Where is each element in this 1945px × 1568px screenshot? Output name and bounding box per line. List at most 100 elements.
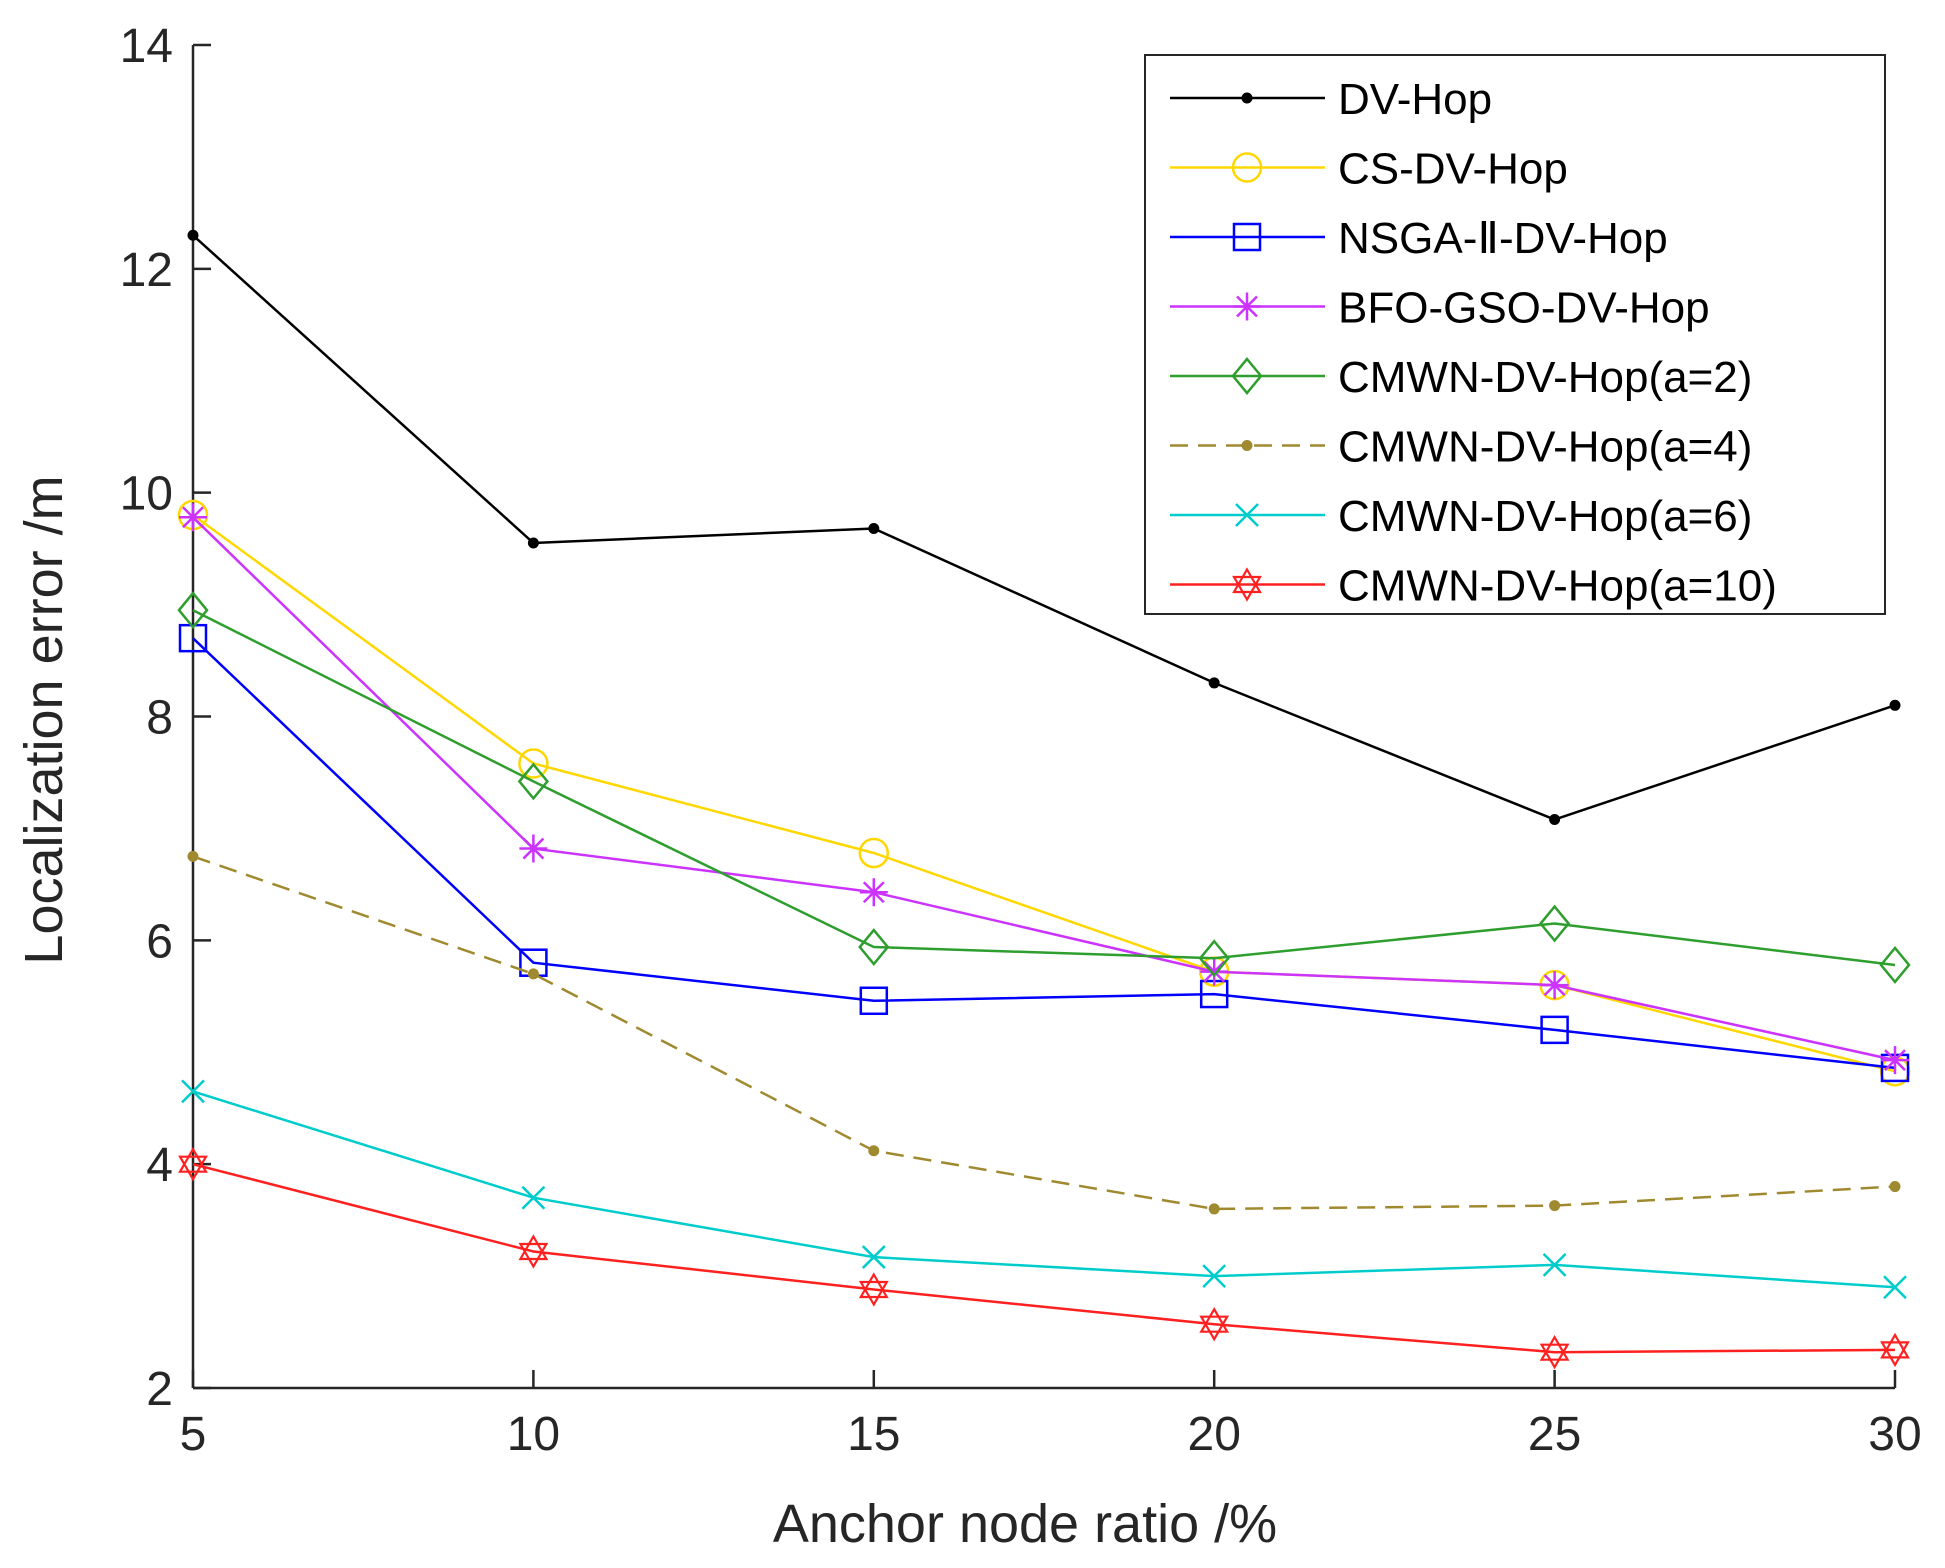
data-point-cmwn-dv-hop-a-6 [1202,1264,1227,1288]
series-cmwn-dv-hop-a-6 [181,1079,1907,1300]
data-point-cmwn-dv-hop-a-10 [178,1147,208,1182]
y-tick-label: 2 [146,1363,173,1416]
legend-label: NSGA-Ⅱ-DV-Hop [1338,214,1668,263]
data-point-cmwn-dv-hop-a-10 [1880,1332,1910,1368]
series-line-cs-dv-hop [192,513,1896,1073]
y-tick-label: 6 [146,915,173,968]
legend-label: CMWN-DV-Hop(a=4) [1338,423,1752,472]
legend-marker [1241,440,1253,451]
x-tick-label: 5 [180,1408,207,1461]
legend-label: DV-Hop [1338,75,1492,124]
series-line-dv-hop [192,234,1896,821]
series-line-bfo-gso-dv-hop [192,516,1896,1062]
data-point-bfo-gso-dv-hop [179,503,207,532]
data-point-cmwn-dv-hop-a-6 [861,1245,886,1269]
series-dv-hop [187,229,1901,825]
legend-marker [1233,292,1261,321]
legend-marker [1235,503,1259,527]
data-point-cmwn-dv-hop-a-10 [1199,1307,1230,1342]
legend: DV-Hop CS-DV-Hop NSGA-Ⅱ-DV-Hop BFO-GSO-DV-H… [1144,54,1886,615]
legend-label: CMWN-DV-Hop(a=2) [1338,353,1752,402]
y-tick-label: 4 [146,1139,173,1192]
legend-entry-cmwn-dv-hop-a-10: CMWN-DV-Hop(a=10) [1170,562,1777,611]
x-tick-label: 15 [847,1408,900,1461]
data-point-nsga-dv-hop [859,986,889,1016]
data-point-cmwn-dv-hop-a-4 [868,1145,880,1157]
axes: 5 10 15 20 25 30 2 4 6 8 10 12 14 [120,20,1922,1461]
x-axis-label: Anchor node ratio /% [773,1494,1277,1554]
series-cmwn-dv-hop-a-10 [178,1147,1910,1370]
y-tick-label: 10 [120,468,173,521]
data-point-cmwn-dv-hop-a-4 [527,968,539,980]
legend-entry-cmwn-dv-hop-a-4: CMWN-DV-Hop(a=4) [1170,423,1752,472]
series-cmwn-dv-hop-a-4 [187,850,1901,1215]
data-point-cmwn-dv-hop-a-2 [1879,945,1911,984]
data-point-bfo-gso-dv-hop [859,878,888,907]
data-point-cmwn-dv-hop-a-10 [1539,1335,1570,1370]
data-point-cmwn-dv-hop-a-2 [858,928,890,967]
data-point-dv-hop [1549,813,1561,825]
legend-box [1144,54,1886,615]
series-line-cmwn-dv-hop-a-4 [192,855,1896,1211]
data-point-cmwn-dv-hop-a-2 [1198,939,1230,978]
series-bfo-gso-dv-hop [179,503,1909,1075]
x-tick-label: 30 [1868,1408,1921,1461]
data-point-cmwn-dv-hop-a-4 [1208,1203,1220,1215]
legend-label: CMWN-DV-Hop(a=6) [1338,492,1752,541]
series-cmwn-dv-hop-a-2 [177,591,1911,984]
legend-entry-bfo-gso-dv-hop: BFO-GSO-DV-Hop [1170,284,1710,333]
data-point-cmwn-dv-hop-a-4 [1549,1200,1561,1212]
data-point-nsga-dv-hop [178,623,208,653]
legend-marker [1231,152,1263,183]
series-line-cmwn-dv-hop-a-10 [192,1162,1896,1354]
legend-entry-cmwn-dv-hop-a-6: CMWN-DV-Hop(a=6) [1170,492,1752,541]
data-point-dv-hop [1889,699,1901,711]
plot-series [177,229,1911,1370]
legend-marker [1241,92,1253,104]
legend-label: CS-DV-Hop [1338,145,1568,194]
data-point-cmwn-dv-hop-a-6 [1883,1275,1907,1300]
data-point-cmwn-dv-hop-a-2 [517,762,550,801]
data-point-cmwn-dv-hop-a-2 [177,591,209,630]
legend-marker [1232,567,1262,602]
data-point-cs-dv-hop [518,748,549,779]
y-axis-label: Localization error /m [14,475,74,964]
legend-marker [1232,222,1262,252]
data-point-cmwn-dv-hop-a-10 [858,1272,889,1307]
x-tick-label: 25 [1528,1408,1581,1461]
legend-entry-dv-hop: DV-Hop [1170,75,1492,124]
series-nsga-dv-hop [178,623,1910,1083]
data-point-cmwn-dv-hop-a-4 [1889,1181,1901,1193]
x-tick-label: 20 [1188,1408,1241,1461]
data-point-cs-dv-hop [858,837,890,869]
data-point-bfo-gso-dv-hop [1881,1046,1909,1075]
series-line-cmwn-dv-hop-a-2 [192,609,1896,967]
legend-entry-cs-dv-hop: CS-DV-Hop [1170,145,1568,194]
data-point-cmwn-dv-hop-a-6 [521,1185,546,1210]
data-point-dv-hop [187,229,199,241]
data-point-dv-hop [868,522,880,534]
series-line-cmwn-dv-hop-a-6 [192,1090,1896,1289]
y-tick-label: 12 [120,244,173,297]
x-tick-label: 10 [507,1408,560,1461]
y-tick-label: 14 [120,20,173,73]
legend-marker [1231,357,1263,395]
legend-label: CMWN-DV-Hop(a=10) [1338,562,1777,611]
data-point-nsga-dv-hop [1540,1015,1569,1045]
legend-entry-nsga-dv-hop: NSGA-Ⅱ-DV-Hop [1170,214,1668,263]
data-point-dv-hop [1208,677,1220,689]
data-point-cmwn-dv-hop-a-10 [518,1234,549,1269]
data-point-cmwn-dv-hop-a-6 [181,1079,205,1104]
legend-entry-cmwn-dv-hop-a-2: CMWN-DV-Hop(a=2) [1170,353,1752,402]
data-point-cmwn-dv-hop-a-4 [187,850,199,862]
data-point-bfo-gso-dv-hop [1540,971,1569,1000]
data-point-bfo-gso-dv-hop [519,834,548,863]
data-point-dv-hop [527,537,539,549]
y-tick-label: 8 [146,692,173,745]
data-point-cmwn-dv-hop-a-6 [1542,1253,1567,1277]
data-point-cmwn-dv-hop-a-2 [1538,904,1571,943]
series-line-nsga-dv-hop [192,637,1896,1070]
data-point-bfo-gso-dv-hop [1200,957,1229,986]
legend-label: BFO-GSO-DV-Hop [1338,284,1710,333]
